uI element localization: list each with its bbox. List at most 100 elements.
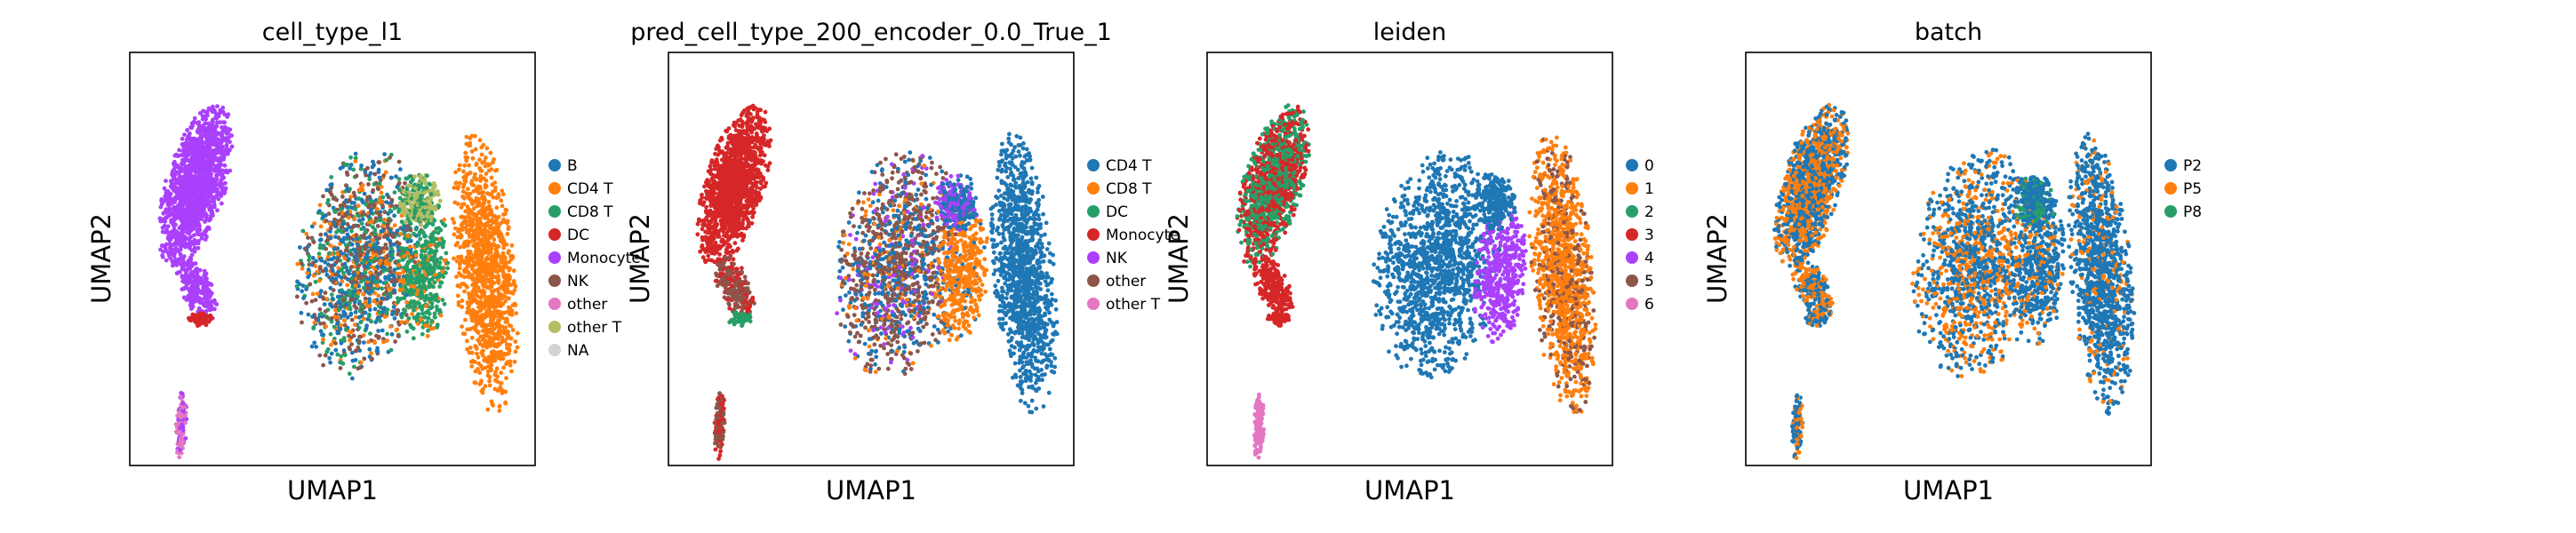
scatter-point — [162, 223, 167, 228]
scatter-point — [202, 129, 207, 134]
scatter-point — [348, 248, 353, 253]
scatter-point — [502, 310, 507, 315]
scatter-point — [353, 357, 358, 362]
scatter-point — [425, 265, 430, 270]
scatter-point — [372, 340, 378, 346]
scatter-point — [360, 211, 365, 216]
scatter-point — [417, 230, 422, 235]
scatter-point — [390, 235, 396, 239]
scatter-point — [404, 299, 409, 305]
scatter-point — [209, 211, 214, 216]
scatter-point — [186, 153, 191, 158]
scatter-point — [459, 256, 464, 261]
scatter-point — [196, 120, 202, 125]
scatter-point — [324, 273, 330, 277]
scatter-point — [185, 164, 190, 170]
scatter-point — [501, 365, 506, 370]
scatter-point — [412, 182, 418, 187]
scatter-point — [318, 329, 324, 334]
scatter-point — [496, 309, 501, 314]
scatter-point — [494, 205, 500, 211]
scatter-point — [478, 190, 484, 195]
scatter-point — [428, 291, 433, 297]
scatter-point — [333, 307, 338, 313]
scatter-point — [202, 171, 206, 177]
scatter-point — [399, 314, 404, 320]
scatter-point — [172, 217, 178, 221]
scatter-point — [508, 362, 513, 368]
scatter-point — [348, 163, 354, 167]
scatter-point — [401, 269, 406, 274]
scatter-point — [178, 231, 183, 235]
scatter-point — [465, 346, 469, 352]
scatter-point — [336, 266, 341, 271]
scatter-point — [408, 238, 413, 243]
scatter-point — [378, 218, 382, 223]
scatter-point — [377, 315, 382, 320]
scatter-point — [502, 242, 508, 247]
scatter-point — [179, 195, 184, 199]
scatter-point — [457, 271, 461, 275]
scatter-point — [375, 186, 380, 191]
scatter-point — [469, 133, 475, 139]
scatter-point — [364, 172, 368, 178]
scatter-point — [408, 244, 412, 249]
scatter-point — [471, 243, 476, 248]
scatter-point — [186, 209, 191, 214]
scatter-point — [324, 324, 328, 329]
scatter-point — [348, 195, 353, 200]
scatter-point — [478, 186, 483, 191]
scatter-point — [474, 163, 479, 167]
scatter-point — [402, 231, 407, 236]
scatter-point — [475, 351, 479, 356]
scatter-point — [380, 228, 385, 234]
scatter-point — [494, 195, 499, 201]
scatter-point — [349, 350, 355, 355]
scatter-point — [365, 165, 370, 171]
scatter-point — [502, 327, 507, 332]
scatter-point — [186, 274, 191, 280]
scatter-point — [370, 237, 375, 243]
scatter-point — [371, 187, 376, 193]
scatter-point — [313, 279, 318, 284]
scatter-point — [426, 308, 430, 314]
scatter-point — [396, 259, 402, 264]
scatter-point — [469, 291, 475, 297]
scatter-point — [353, 159, 358, 163]
scatter-point — [322, 321, 326, 326]
scatter-point — [475, 273, 480, 278]
scatter-point — [484, 268, 488, 274]
scatter-point — [332, 217, 337, 222]
scatter-point — [196, 223, 200, 227]
scatter-point — [167, 213, 172, 218]
scatter-point — [220, 188, 225, 194]
scatter-point — [177, 173, 182, 179]
scatter-point — [359, 227, 364, 232]
scatter-point — [500, 338, 505, 343]
scatter-point — [213, 111, 219, 116]
scatter-point — [376, 336, 381, 340]
scatter-point — [373, 270, 379, 274]
scatter-point — [385, 254, 390, 259]
scatter-point — [364, 264, 369, 269]
scatter-point — [500, 388, 505, 393]
scatter-point — [345, 187, 350, 192]
scatter-point — [386, 211, 391, 216]
scatter-point — [465, 239, 470, 243]
scatter-point — [508, 290, 513, 295]
scatter-point — [480, 203, 484, 209]
scatter-point — [224, 139, 229, 144]
scatter-point — [366, 286, 371, 290]
scatter-point — [179, 187, 184, 192]
scatter-point — [470, 238, 475, 243]
scatter-point — [222, 163, 228, 168]
scatter-point — [348, 265, 354, 270]
scatter-point — [197, 123, 202, 128]
scatter-point — [179, 394, 183, 399]
scatter-point — [212, 133, 217, 139]
scatter-point — [185, 128, 190, 132]
scatter-point — [204, 283, 209, 288]
scatter-point — [494, 366, 500, 371]
scatter-point — [165, 224, 171, 229]
scatter-point — [323, 309, 328, 314]
